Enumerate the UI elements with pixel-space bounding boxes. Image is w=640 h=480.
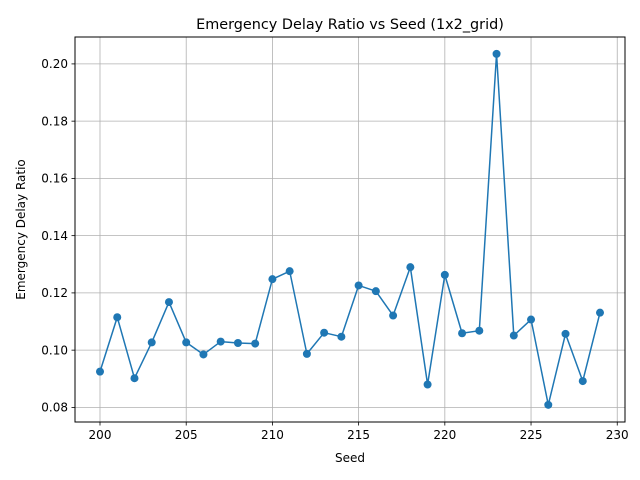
data-point <box>130 374 139 383</box>
data-point <box>337 332 346 341</box>
data-point <box>182 338 191 347</box>
data-point <box>113 313 122 322</box>
y-tick-label: 0.16 <box>41 172 68 186</box>
x-tick-label: 225 <box>520 428 543 442</box>
x-tick-label: 230 <box>606 428 629 442</box>
x-axis-label: Seed <box>335 451 365 465</box>
chart-title: Emergency Delay Ratio vs Seed (1x2_grid) <box>196 17 504 33</box>
x-tick-label: 210 <box>261 428 284 442</box>
y-tick-label: 0.12 <box>41 286 68 300</box>
grid <box>75 37 625 422</box>
y-tick-label: 0.08 <box>41 401 68 415</box>
x-tick-label: 200 <box>89 428 112 442</box>
data-point <box>578 377 587 386</box>
plot-area <box>75 37 625 422</box>
y-tick-label: 0.14 <box>41 229 68 243</box>
data-point <box>164 298 173 307</box>
data-point <box>354 281 363 290</box>
y-tick-label: 0.20 <box>41 57 68 71</box>
data-point <box>492 49 501 58</box>
y-axis-label: Emergency Delay Ratio <box>14 159 28 300</box>
data-point <box>509 331 518 340</box>
data-point <box>475 326 484 335</box>
plot-frame <box>74 36 626 423</box>
data-point <box>371 287 380 296</box>
data-point <box>302 349 311 358</box>
data-point <box>389 311 398 320</box>
x-tick-label: 205 <box>175 428 198 442</box>
data-point <box>285 267 294 276</box>
x-tick-label: 220 <box>433 428 456 442</box>
series-layer <box>96 49 604 409</box>
data-point <box>199 350 208 359</box>
ticks: 200 205 210 215 220 225 230 0.08 0.10 0.12 0.14 0.1… <box>41 57 628 442</box>
data-point <box>423 380 432 389</box>
x-tick-label: 215 <box>347 428 370 442</box>
y-tick-label: 0.18 <box>41 114 68 128</box>
data-point <box>527 315 536 324</box>
data-point <box>440 270 449 279</box>
data-point <box>544 400 553 409</box>
data-point <box>233 338 242 347</box>
data-point <box>561 329 570 338</box>
data-point <box>216 337 225 346</box>
data-point <box>320 328 329 337</box>
y-tick-label: 0.10 <box>41 343 68 357</box>
data-point <box>458 329 467 338</box>
data-point <box>268 275 277 284</box>
data-point <box>406 263 415 272</box>
data-point <box>96 367 104 376</box>
data-point <box>147 338 156 347</box>
data-point <box>596 308 604 317</box>
data-point <box>251 339 260 348</box>
